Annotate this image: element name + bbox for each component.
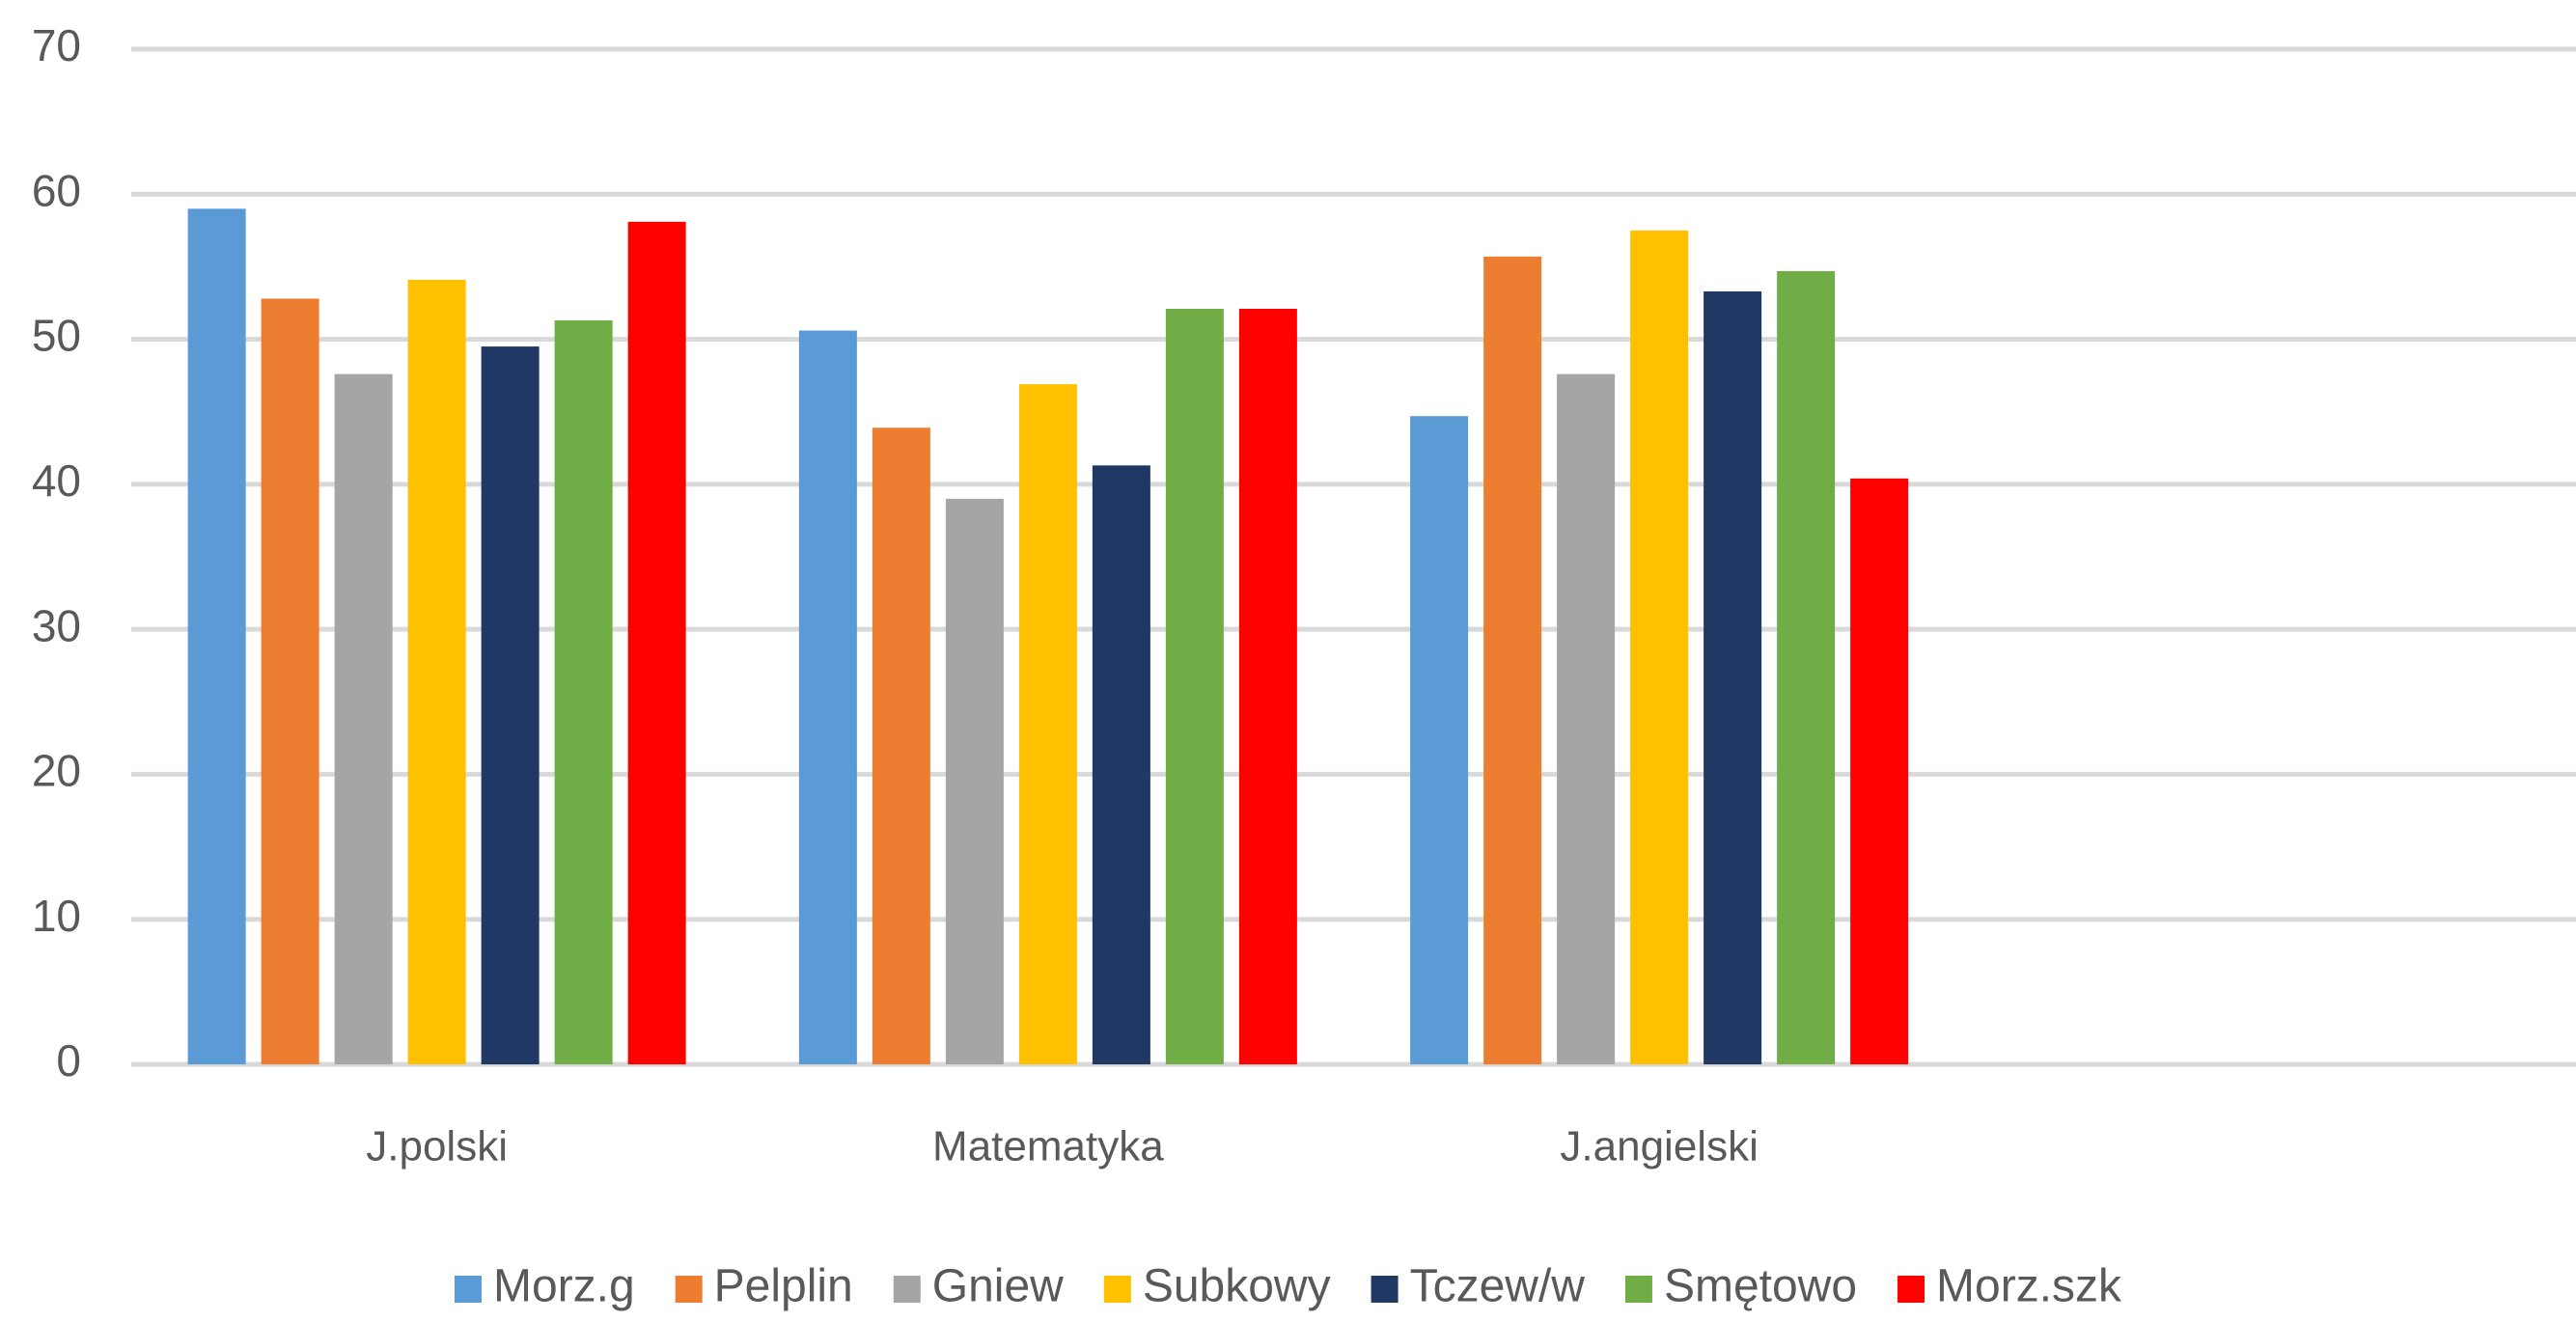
y-tick-label: 40 [32,455,81,506]
legend-swatch [675,1276,703,1303]
legend-label: Pelplin [714,1261,853,1312]
bar [627,221,686,1065]
bar [261,298,319,1064]
legend-label: Subkowy [1143,1261,1331,1312]
legend-swatch [893,1276,921,1303]
legend-label: Morz.g [493,1261,635,1312]
bar [945,498,1004,1064]
bar [1410,416,1469,1064]
legend-swatch [1624,1276,1652,1303]
y-tick-label: 70 [32,20,81,70]
bar [872,427,930,1064]
bar [1777,270,1836,1064]
bar [334,373,393,1064]
bar [1483,256,1542,1064]
y-tick-label: 50 [32,311,81,361]
bar [1165,309,1224,1064]
bar [187,208,246,1065]
legend-label: Tczew/w [1410,1261,1586,1312]
legend-label: Morz.szk [1936,1261,2122,1312]
y-tick-label: 20 [32,746,81,796]
bar [1557,373,1616,1064]
legend-swatch [1103,1276,1131,1303]
bar [481,346,540,1065]
x-tick-label: J.polski [366,1123,508,1171]
legend-label: Gniew [932,1261,1064,1312]
y-tick-label: 30 [32,600,81,650]
x-tick-label: Matematyka [932,1123,1164,1171]
y-tick-label: 10 [32,891,81,941]
y-tick-label: 60 [32,165,81,215]
bar [1092,465,1150,1064]
legend-label: Smętowo [1664,1261,1857,1312]
x-tick-label: J.angielski [1560,1123,1758,1171]
y-tick-label: 0 [56,1035,81,1086]
bar [1703,290,1762,1064]
bar [1630,230,1689,1064]
bar [407,279,466,1064]
legend-swatch [454,1276,482,1303]
bar [1850,478,1909,1064]
bar [1018,384,1077,1064]
bar [798,330,857,1064]
legend-swatch [1897,1276,1925,1303]
legend-swatch [1371,1276,1399,1303]
bar [554,320,613,1064]
bar [1238,309,1297,1064]
